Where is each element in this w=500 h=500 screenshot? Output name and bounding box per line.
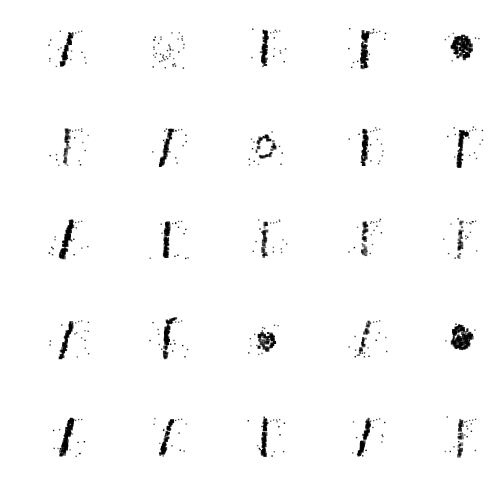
digit-sample-image — [49, 320, 90, 360]
generated-digit-sample — [342, 412, 394, 464]
generated-digit-sample — [438, 214, 490, 266]
digit-sample-image — [443, 218, 478, 259]
digit-sample-image — [153, 417, 187, 457]
generated-digit-sample — [342, 24, 394, 76]
generated-digit-sample — [144, 412, 196, 464]
digit-sample-image — [48, 30, 87, 68]
digit-sample-image — [444, 416, 477, 458]
digit-sample-image — [247, 416, 286, 457]
generated-digit-sample — [144, 314, 196, 366]
digit-sample-image — [49, 128, 89, 166]
generated-digit-sample — [44, 214, 96, 266]
generated-digit-sample — [242, 24, 294, 76]
digit-sample-image — [149, 317, 189, 360]
generated-digit-sample — [144, 214, 196, 266]
generated-digit-sample — [438, 412, 490, 464]
digit-sample-image — [152, 128, 187, 167]
digit-sample-image — [52, 417, 86, 457]
digit-sample-image — [444, 32, 480, 62]
digit-sample-image — [348, 320, 388, 358]
generated-digit-sample — [438, 314, 490, 366]
generated-digit-sample — [242, 122, 294, 174]
digit-sample-image — [251, 28, 287, 68]
generated-digit-sample — [438, 122, 490, 174]
generated-digit-sample — [44, 24, 96, 76]
digit-sample-image — [252, 219, 288, 258]
digit-sample-image — [348, 218, 383, 257]
digit-sample-image — [149, 220, 189, 260]
generated-digit-sample — [44, 314, 96, 366]
digit-sample-image — [48, 219, 89, 260]
generated-digit-sample — [342, 314, 394, 366]
generated-digit-sample — [144, 122, 196, 174]
digit-sample-image — [352, 417, 386, 457]
digit-sample-image — [248, 131, 283, 166]
digit-sample-image — [348, 127, 384, 166]
digit-sample-image — [447, 126, 484, 168]
generated-digit-sample — [438, 24, 490, 76]
generated-digit-sample — [342, 214, 394, 266]
generated-digit-sample — [242, 214, 294, 266]
generated-digit-sample — [342, 122, 394, 174]
generated-digit-sample — [44, 412, 96, 464]
digit-sample-image — [348, 28, 387, 70]
digit-sample-image — [248, 324, 279, 356]
digit-sample-image — [152, 32, 185, 69]
generated-digit-sample — [44, 122, 96, 174]
generated-digit-sample — [242, 412, 294, 464]
generated-digit-sample — [242, 314, 294, 366]
generated-digit-sample — [144, 24, 196, 76]
digit-sample-image — [445, 323, 476, 351]
